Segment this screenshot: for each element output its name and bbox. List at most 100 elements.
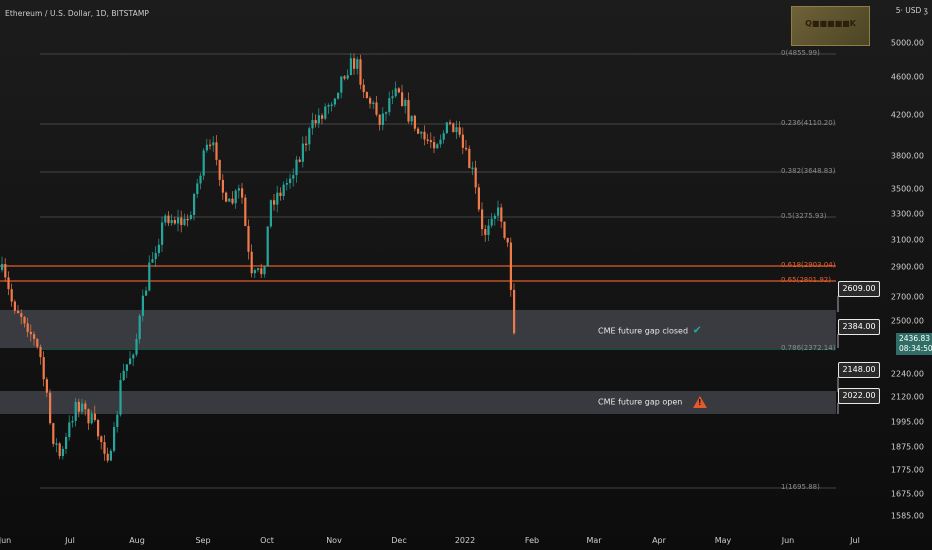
candle (237, 188, 240, 191)
candle (292, 175, 295, 179)
currency-label[interactable]: 5· USD ʒ (895, 6, 928, 15)
candle (385, 112, 388, 114)
gap-price-box[interactable]: 2384.00 (838, 319, 880, 335)
candle (381, 113, 384, 125)
current-price-tag: 2436.83 08:34:50 (896, 333, 932, 355)
candle (231, 198, 234, 204)
candle (29, 331, 32, 335)
candle (378, 114, 381, 125)
candle (186, 218, 189, 221)
candle (279, 192, 282, 197)
price-tick: 2240.00 (890, 369, 924, 379)
fib-label: 0.618(2903.04) (781, 261, 836, 269)
price-tick: 5000.00 (890, 38, 924, 48)
candle (109, 450, 112, 461)
time-axis[interactable]: Jun Jul Aug Sep Oct Nov Dec 2022 Feb Mar Apr May Jun… (0, 530, 890, 550)
candle (74, 401, 77, 421)
candle (423, 131, 426, 140)
price-tick: 1775.00 (890, 465, 924, 475)
candle (145, 290, 148, 296)
candle (7, 277, 10, 290)
candle (49, 392, 52, 424)
candle (439, 139, 442, 145)
candle (93, 413, 96, 421)
price-tick: 3300.00 (890, 209, 924, 219)
candle (193, 194, 196, 216)
candle (119, 380, 122, 415)
time-tick: May (714, 536, 732, 545)
price-tick: 1585.00 (890, 511, 924, 521)
candle (106, 453, 109, 461)
candle (340, 76, 343, 93)
candle (337, 92, 340, 99)
time-tick: Apr (652, 536, 666, 545)
candle (122, 370, 125, 381)
fib-label: 1(1695.88) (781, 483, 820, 491)
candle (327, 105, 330, 107)
gap-price-box[interactable]: 2148.00 (838, 362, 880, 378)
candle (205, 144, 208, 151)
candle (394, 88, 397, 97)
time-tick: Aug (129, 536, 145, 545)
candle (465, 147, 468, 150)
candle (141, 295, 144, 316)
price-chart[interactable] (0, 0, 890, 530)
logo: Q■■■■■K (791, 6, 870, 46)
candle (426, 139, 429, 141)
candle (455, 127, 458, 133)
price-tick: 1675.00 (890, 489, 924, 499)
candle (68, 422, 71, 437)
time-tick: Feb (524, 536, 540, 545)
candle (253, 270, 256, 274)
candle (362, 84, 365, 93)
candle (234, 190, 237, 204)
candle (269, 200, 272, 227)
candle (189, 215, 192, 219)
candle (497, 207, 500, 216)
candle (413, 115, 416, 129)
fib-label: 0.65(2801.92) (781, 276, 831, 284)
candle (10, 289, 13, 302)
time-tick: 2022 (454, 536, 476, 545)
candle (397, 88, 400, 93)
gap-price-box[interactable]: 2022.00 (838, 388, 880, 404)
candle (301, 143, 304, 162)
candle (148, 262, 151, 291)
candle (346, 75, 349, 79)
candle (215, 142, 218, 160)
price-tick: 1995.00 (890, 417, 924, 427)
candle (52, 423, 55, 444)
price-tick: 2700.00 (890, 292, 924, 302)
candle (167, 215, 170, 224)
fib-label: 0.5(3275.93) (781, 212, 827, 220)
candle (461, 134, 464, 148)
candle (202, 150, 205, 176)
candle (442, 133, 445, 140)
candle (324, 106, 327, 119)
candle (36, 339, 39, 347)
candle (436, 144, 439, 149)
gap-closed-label: CME future gap closed ✔ (598, 324, 702, 337)
price-tick: 3100.00 (890, 235, 924, 245)
candle (250, 251, 253, 274)
candle (484, 229, 487, 235)
candle (71, 420, 74, 423)
candle (196, 183, 199, 195)
price-tick: 2120.00 (890, 392, 924, 402)
candle (471, 167, 474, 170)
candle (330, 104, 333, 107)
price-axis[interactable]: 5000.00 4600.00 4200.00 3800.00 3500.00 3300.… (890, 0, 932, 550)
candle (199, 175, 202, 184)
time-tick: Dec (391, 536, 407, 545)
candle (372, 102, 375, 105)
price-tick: 2900.00 (890, 262, 924, 272)
candle (388, 98, 391, 113)
candle (353, 58, 356, 69)
current-price: 2436.83 (899, 334, 931, 343)
candle (289, 178, 292, 184)
candle (298, 159, 301, 162)
candle (113, 427, 116, 451)
gap-price-box[interactable]: 2609.00 (838, 281, 880, 297)
candle (90, 413, 93, 424)
candle (17, 310, 20, 314)
